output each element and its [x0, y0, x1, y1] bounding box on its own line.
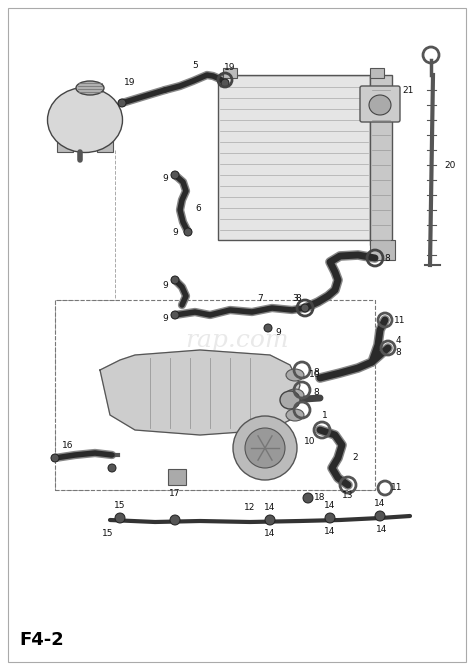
Text: 16: 16: [62, 442, 74, 450]
Text: 15: 15: [114, 502, 126, 511]
Text: 10: 10: [309, 369, 321, 379]
Circle shape: [184, 228, 192, 236]
Ellipse shape: [47, 88, 122, 153]
Circle shape: [303, 493, 313, 503]
Text: 9: 9: [162, 174, 168, 182]
Text: 3: 3: [292, 293, 298, 302]
Bar: [97, 138, 113, 152]
Ellipse shape: [280, 391, 300, 409]
Text: 17: 17: [169, 490, 181, 498]
Text: 20: 20: [444, 161, 456, 170]
Text: 8: 8: [295, 293, 301, 302]
Circle shape: [375, 511, 385, 521]
Bar: [370, 75, 392, 245]
Text: 11: 11: [391, 484, 403, 492]
Circle shape: [221, 79, 229, 87]
Circle shape: [108, 464, 116, 472]
Text: 7: 7: [257, 293, 263, 302]
Circle shape: [171, 311, 179, 319]
Bar: [57, 138, 73, 152]
Text: 19: 19: [124, 78, 136, 86]
Text: 9: 9: [275, 328, 281, 336]
Text: 9: 9: [172, 228, 178, 237]
Text: 14: 14: [264, 503, 276, 513]
Text: F4-2: F4-2: [19, 631, 64, 649]
Ellipse shape: [286, 389, 304, 401]
Bar: [168, 469, 186, 485]
Text: 8: 8: [313, 387, 319, 397]
Circle shape: [325, 513, 335, 523]
Text: rap.com: rap.com: [185, 328, 289, 352]
Text: 6: 6: [195, 204, 201, 212]
Bar: [223, 68, 237, 78]
Circle shape: [118, 99, 126, 107]
Circle shape: [301, 304, 309, 312]
Text: 14: 14: [324, 527, 336, 537]
Text: 4: 4: [395, 336, 401, 344]
Polygon shape: [100, 350, 300, 435]
Circle shape: [171, 276, 179, 284]
Ellipse shape: [76, 81, 104, 95]
Ellipse shape: [286, 369, 304, 381]
Text: 14: 14: [264, 529, 276, 539]
Text: 2: 2: [352, 454, 358, 462]
Circle shape: [171, 171, 179, 179]
Text: 19: 19: [224, 62, 236, 72]
Text: 11: 11: [394, 316, 406, 324]
Circle shape: [233, 416, 297, 480]
Bar: [370, 240, 395, 260]
Text: 9: 9: [162, 314, 168, 322]
FancyBboxPatch shape: [360, 86, 400, 122]
Text: 18: 18: [314, 494, 326, 502]
Text: 14: 14: [376, 525, 388, 535]
Ellipse shape: [286, 409, 304, 421]
Text: 10: 10: [304, 438, 316, 446]
Text: 1: 1: [322, 411, 328, 419]
Text: 13: 13: [342, 490, 354, 500]
Ellipse shape: [369, 95, 391, 115]
Text: 14: 14: [374, 500, 386, 509]
Circle shape: [115, 513, 125, 523]
Bar: [218, 75, 370, 240]
Text: 8: 8: [313, 368, 319, 377]
Text: 8: 8: [395, 348, 401, 356]
Text: 9: 9: [162, 281, 168, 289]
Text: 14: 14: [324, 502, 336, 511]
Circle shape: [265, 515, 275, 525]
Text: 21: 21: [402, 86, 414, 94]
Bar: [55, 300, 375, 490]
Circle shape: [51, 454, 59, 462]
Circle shape: [264, 324, 272, 332]
Text: 12: 12: [244, 503, 255, 513]
Bar: [370, 68, 384, 78]
Circle shape: [170, 515, 180, 525]
Text: 15: 15: [102, 529, 114, 539]
Text: 8: 8: [384, 253, 390, 263]
Circle shape: [245, 428, 285, 468]
Text: 5: 5: [192, 60, 198, 70]
